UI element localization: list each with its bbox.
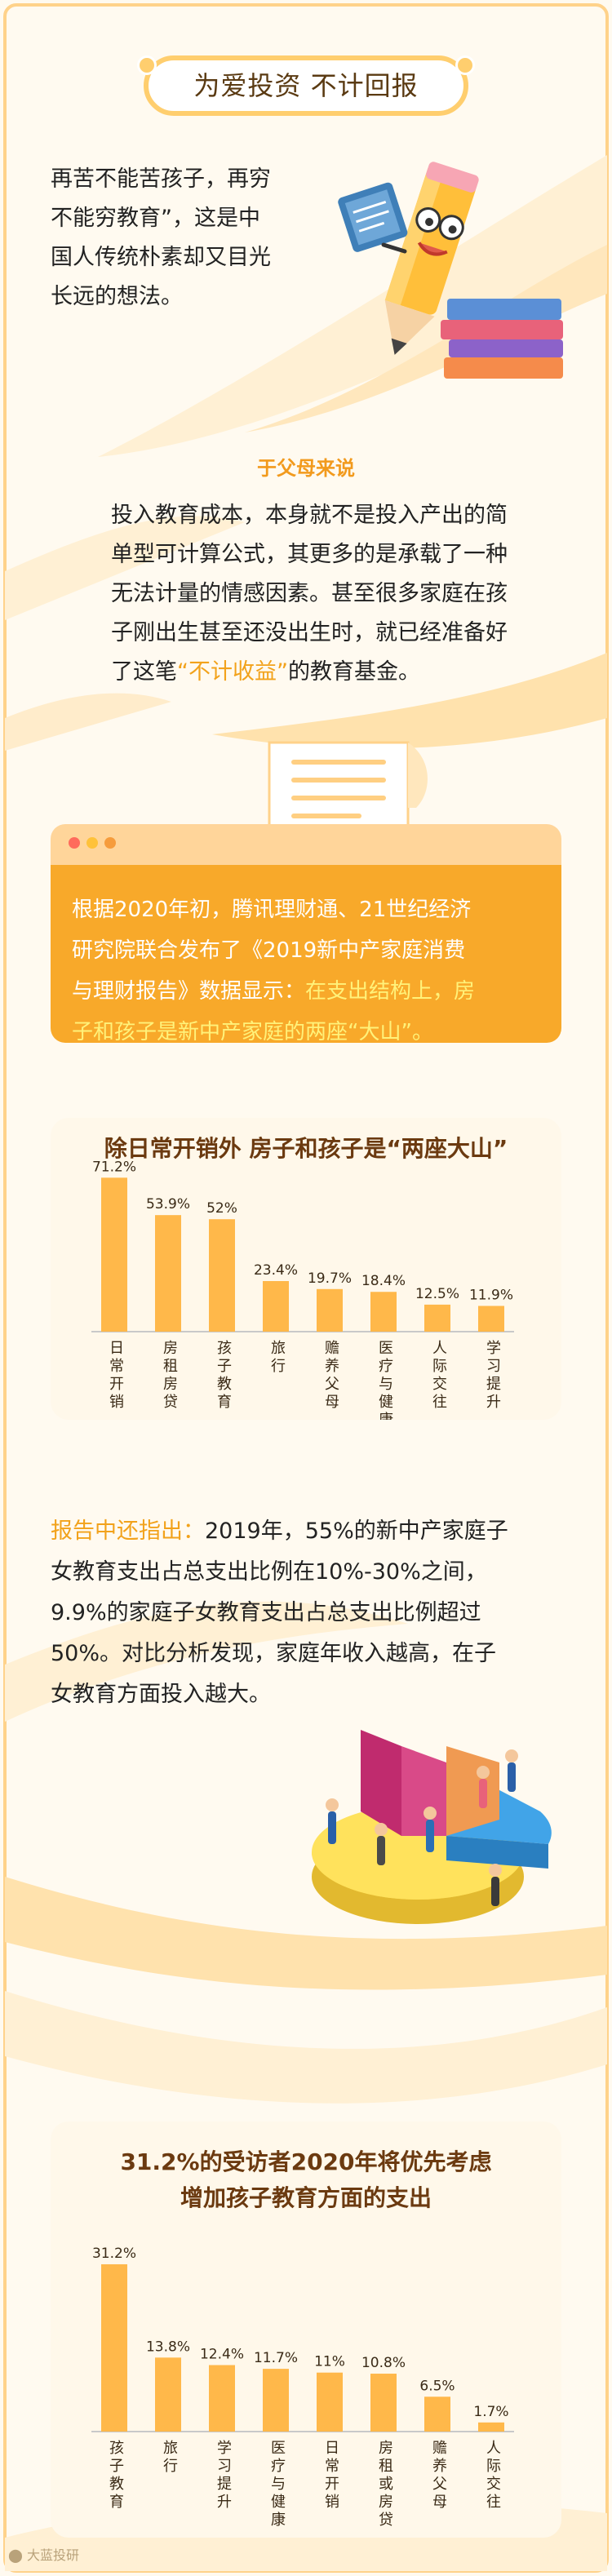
bar-value-label: 52% [206, 1200, 237, 1217]
parents-heading: 于父母来说 [257, 457, 355, 480]
parents-line: 投入教育成本，本身就不是投入产出的简 [111, 503, 508, 528]
category-label: 人际交往 [486, 2440, 501, 2511]
report-paragraph: 报告中还指出：2019年，55%的新中产家庭子 女教育支出占总支出比例在10%-… [51, 1511, 573, 1715]
report-line-rest: 2019年，55%的新中产家庭子 [205, 1519, 508, 1544]
report-line: 女教育支出占总支出比例在10%-30%之间， [51, 1559, 487, 1585]
bar [263, 1280, 289, 1332]
bar [478, 1306, 504, 1332]
bar-value-label: 11% [314, 2354, 345, 2370]
bar [101, 1177, 127, 1332]
intro-line: 不能穷教育”，这是中 [51, 206, 260, 231]
pencil-reading-illustration [338, 162, 563, 379]
bar-value-label: 11.9% [469, 1287, 513, 1303]
bar-value-label: 31.2% [92, 2246, 136, 2262]
card-line: 与理财报告》数据显示：在支出结构上，房 [72, 971, 540, 1012]
report-line: 女教育方面投入越大。 [51, 1682, 271, 1707]
report-line: 9.9%的家庭子女教育支出占总支出比例超过 [51, 1600, 481, 1625]
category-label: 日常开销 [109, 1340, 124, 1411]
category-label: 房租房贷 [163, 1340, 178, 1411]
bar [478, 2422, 504, 2432]
chart-title: 31.2%的受访者2020年将优先考虑 [120, 2148, 492, 2175]
chart-panel-priority: 31.2%的受访者2020年将优先考虑 增加孩子教育方面的支出 31.2% 孩子教… [51, 2122, 561, 2538]
bar [155, 2357, 181, 2432]
bar-value-label: 10.8% [361, 2355, 406, 2371]
bar [101, 2263, 127, 2432]
intro-line: 长远的想法。 [51, 284, 183, 309]
report-line: 报告中还指出：2019年，55%的新中产家庭子 [51, 1511, 573, 1552]
bar [317, 2372, 343, 2432]
watermark-text: 大蓝投研 [27, 2547, 80, 2563]
category-label: 房租或房贷 [379, 2440, 393, 2529]
bar [209, 1219, 235, 1332]
bar-value-label: 12.5% [415, 1286, 459, 1302]
category-label: 孩子教育 [217, 1340, 232, 1411]
bar-value-label: 71.2% [92, 1159, 136, 1175]
document-illustration [268, 741, 428, 832]
report-label: 报告中还指出： [51, 1519, 205, 1544]
bar [155, 1215, 181, 1332]
card-line-highlight: 在支出结构上，房 [305, 979, 476, 1004]
card-line: 根据2020年初，腾讯理财通、21世纪经济 [72, 898, 472, 922]
bar-chart-priority: 31.2% 孩子教育 13.8% 旅行 12.4% 学习提升 11.7% 医疗与健康 11% 日常… [91, 2246, 514, 2529]
card-dot-icon [86, 837, 98, 849]
pie-people-illustration [312, 1730, 552, 1924]
report-card: 根据2020年初，腾讯理财通、21世纪经济 研究院联合发布了《2019新中产家庭… [51, 865, 561, 1044]
card-line-highlight: 子和孩子是新中产家庭的两座“大山”。 [72, 1020, 433, 1044]
chart-panel-spending: 除日常开销外 房子和孩子是“两座大山” 71.2% 日常开销 53.9% 房租房贷 52… [51, 1118, 561, 1420]
bar-value-label: 23.4% [254, 1262, 298, 1279]
category-label: 学习提升 [486, 1340, 501, 1411]
watermark: ⬤ 大蓝投研 [8, 2544, 79, 2564]
category-label: 旅行 [271, 1340, 286, 1375]
parents-line: 子刚出生甚至还没出生时，就已经准备好 [111, 620, 508, 645]
category-label: 人际交往 [432, 1340, 447, 1411]
bar-value-label: 1.7% [473, 2404, 508, 2420]
bar-value-label: 19.7% [308, 1270, 352, 1287]
bar [370, 1292, 397, 1332]
category-label: 医疗与健康 [271, 2440, 286, 2529]
card-header-bar [51, 824, 561, 865]
category-label: 学习提升 [217, 2440, 232, 2511]
intro-line: 再苦不能苦孩子，再穷 [51, 166, 271, 192]
chart-title: 除日常开销外 房子和孩子是“两座大山” [104, 1135, 508, 1162]
bar-value-label: 13.8% [146, 2339, 190, 2355]
parents-line: 无法计量的情感因素。甚至很多家庭在孩 [111, 581, 508, 606]
bar-value-label: 12.4% [200, 2347, 244, 2363]
parents-highlight: “不计收益” [177, 659, 288, 685]
bar [317, 1288, 343, 1332]
intro-paragraph: 再苦不能苦孩子，再穷 不能穷教育”，这是中 国人传统朴素却又目光 长远的想法。 [51, 160, 361, 317]
report-line: 50%。对比分析发现，家庭年收入越高，在子 [51, 1641, 497, 1666]
category-label: 赡养父母 [432, 2440, 447, 2511]
intro-line: 国人传统朴素却又目光 [51, 245, 271, 270]
card-line: 研究院联合发布了《2019新中产家庭消费 [72, 938, 466, 963]
parents-line: 了这笔“不计收益”的教育基金。 [111, 653, 601, 692]
chart-subtitle: 增加孩子教育方面的支出 [180, 2184, 432, 2211]
bar [370, 2374, 397, 2432]
bar [424, 2396, 450, 2432]
bar [424, 1304, 450, 1332]
parents-last-pre: 了这笔 [111, 659, 177, 685]
bar-value-label: 18.4% [361, 1273, 406, 1289]
category-label: 医疗与健康 [379, 1340, 393, 1420]
card-line-pre: 与理财报告》数据显示： [72, 979, 306, 1004]
page-title: 为爱投资 不计回报 [137, 55, 475, 116]
category-label: 日常开销 [325, 2440, 339, 2511]
card-dot-icon [69, 837, 80, 849]
bar-value-label: 6.5% [419, 2378, 455, 2394]
parents-line: 单型可计算公式，其更多的是承载了一种 [111, 542, 508, 567]
category-label: 赡养父母 [325, 1340, 339, 1411]
bar-value-label: 11.7% [254, 2350, 298, 2366]
card-dot-icon [104, 837, 116, 849]
parents-paragraph: 投入教育成本，本身就不是投入产出的简 单型可计算公式，其更多的是承载了一种 无法… [111, 496, 601, 692]
parents-last-post: 的教育基金。 [287, 659, 420, 685]
watermark-icon: ⬤ [8, 2547, 23, 2563]
bar-value-label: 53.9% [146, 1196, 190, 1213]
category-label: 孩子教育 [109, 2440, 124, 2511]
bar-chart-spending: 71.2% 日常开销 53.9% 房租房贷 52% 孩子教育 23.4% 旅行 19.7% 赡养父… [91, 1159, 514, 1420]
bar [263, 2369, 289, 2432]
category-label: 旅行 [163, 2440, 178, 2475]
bar [209, 2365, 235, 2432]
